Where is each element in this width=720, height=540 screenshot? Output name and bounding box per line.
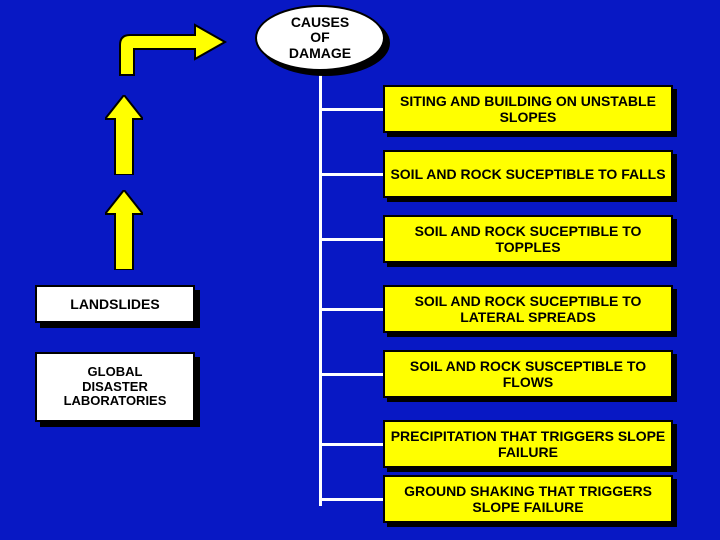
cause-label: SOIL AND ROCK SUCEPTIBLE TO FALLS <box>390 166 665 182</box>
cause-label: SITING AND BUILDING ON UNSTABLE SLOPES <box>389 93 667 125</box>
cause-label: PRECIPITATION THAT TRIGGERS SLOPE FAILUR… <box>389 428 667 460</box>
title-text: CAUSES OF DAMAGE <box>289 15 351 61</box>
cause-label: GROUND SHAKING THAT TRIGGERS SLOPE FAILU… <box>389 483 667 515</box>
cause-box: SOIL AND ROCK SUCEPTIBLE TO FALLS <box>383 150 673 198</box>
cause-label: SOIL AND ROCK SUCEPTIBLE TO TOPPLES <box>389 223 667 255</box>
gdl-line3: LABORATORIES <box>64 394 167 409</box>
gdl-box: GLOBAL DISASTER LABORATORIES <box>35 352 195 422</box>
connector-branch <box>319 498 383 501</box>
title-ellipse: CAUSES OF DAMAGE <box>255 5 385 71</box>
connector-stem <box>319 71 322 506</box>
cause-box: GROUND SHAKING THAT TRIGGERS SLOPE FAILU… <box>383 475 673 523</box>
arrow-up-1 <box>105 95 143 175</box>
connector-branch <box>319 308 383 311</box>
gdl-line1: GLOBAL <box>88 365 143 380</box>
cause-box: SOIL AND ROCK SUCEPTIBLE TO TOPPLES <box>383 215 673 263</box>
connector-branch <box>319 238 383 241</box>
connector-branch <box>319 108 383 111</box>
connector-branch <box>319 173 383 176</box>
connector-branch <box>319 373 383 376</box>
cause-box: SITING AND BUILDING ON UNSTABLE SLOPES <box>383 85 673 133</box>
arrow-curve <box>100 20 230 80</box>
landslides-box: LANDSLIDES <box>35 285 195 323</box>
cause-box: PRECIPITATION THAT TRIGGERS SLOPE FAILUR… <box>383 420 673 468</box>
cause-label: SOIL AND ROCK SUSCEPTIBLE TO FLOWS <box>389 358 667 390</box>
cause-label: SOIL AND ROCK SUCEPTIBLE TO LATERAL SPRE… <box>389 293 667 325</box>
landslides-label: LANDSLIDES <box>70 296 159 312</box>
gdl-line2: DISASTER <box>82 380 148 395</box>
cause-box: SOIL AND ROCK SUCEPTIBLE TO LATERAL SPRE… <box>383 285 673 333</box>
arrow-up-2 <box>105 190 143 270</box>
cause-box: SOIL AND ROCK SUSCEPTIBLE TO FLOWS <box>383 350 673 398</box>
connector-branch <box>319 443 383 446</box>
